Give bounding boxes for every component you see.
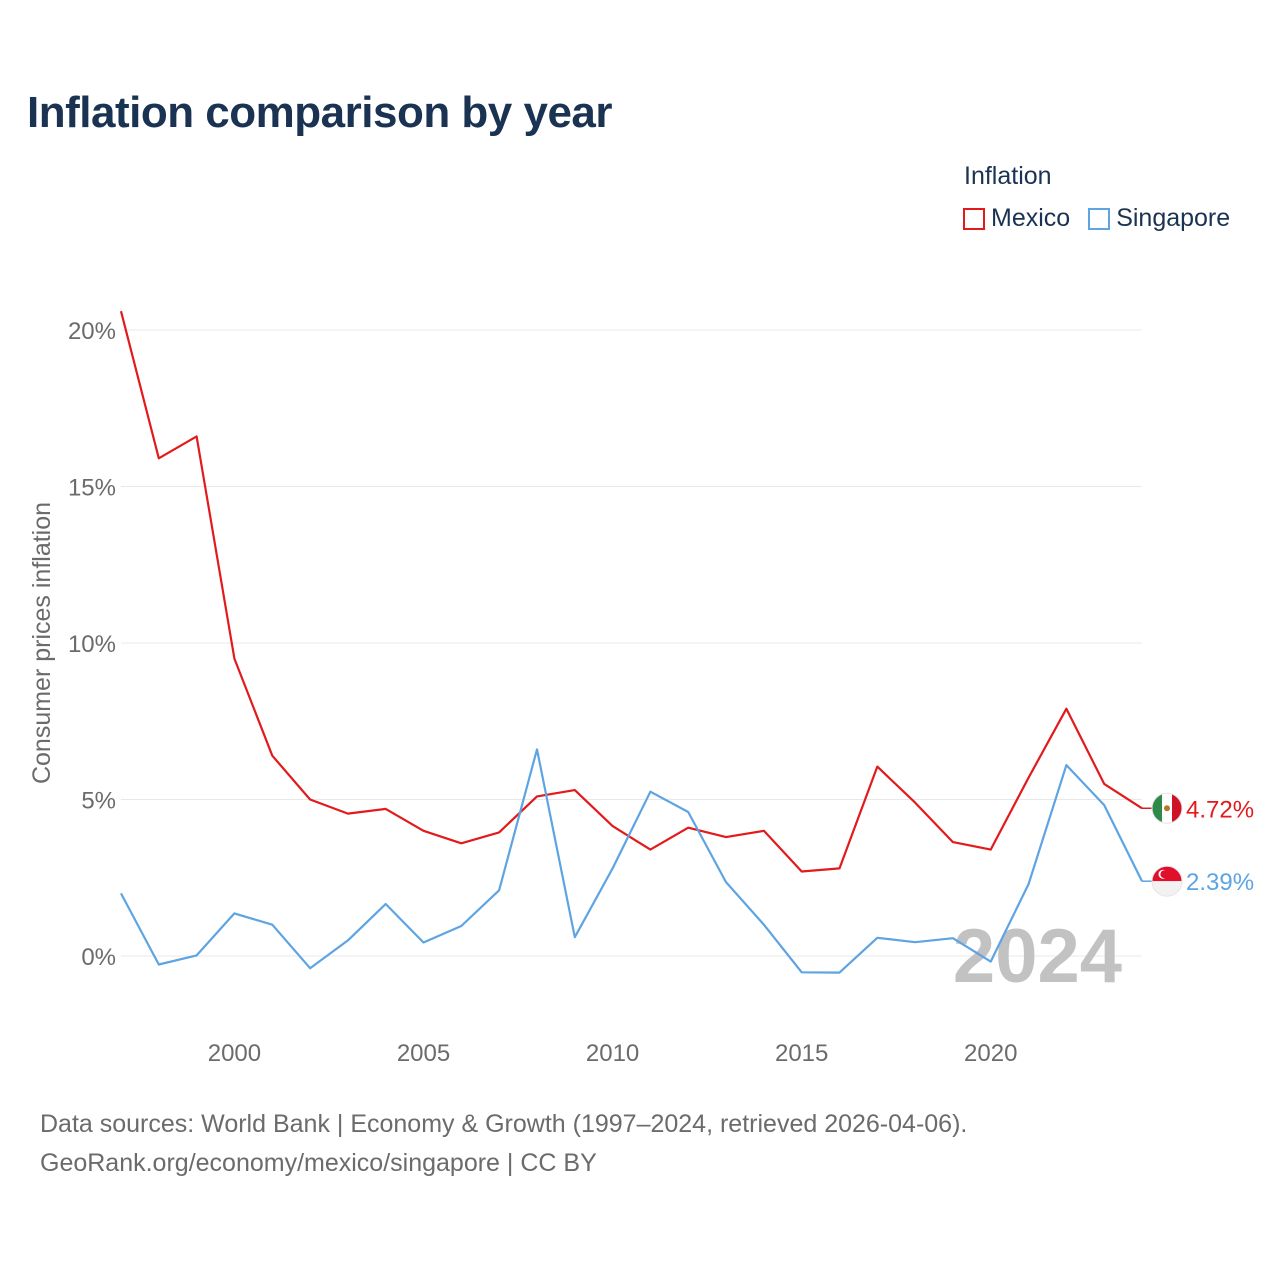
y-tick-label: 20%	[68, 318, 116, 345]
legend-swatch-mexico	[963, 207, 985, 230]
axis-layer: 0% 5% 10% 15% 20% 2000 2005 2010 2015 2020	[68, 318, 1017, 1067]
x-tick-label: 2010	[586, 1040, 639, 1067]
legend: Mexico Singapore	[963, 204, 1248, 233]
series-layer	[119, 310, 1143, 974]
x-tick-label: 2005	[397, 1040, 450, 1067]
flag-icon-singapore	[1151, 865, 1183, 897]
y-tick-label: 5%	[81, 788, 116, 815]
legend-title: Inflation	[964, 162, 1052, 190]
source-line-2: GeoRank.org/economy/mexico/singapore | C…	[40, 1149, 597, 1177]
year-watermark: 2024	[953, 914, 1122, 999]
legend-swatch-singapore	[1088, 207, 1111, 230]
source-note: Data sources: World Bank | Economy & Gro…	[40, 1105, 967, 1183]
x-tick-label: 2015	[775, 1040, 828, 1067]
end-value-label-mexico: 4.72%	[1186, 796, 1254, 823]
y-tick-label: 10%	[68, 631, 116, 658]
chart-title: Inflation comparison by year	[27, 88, 613, 137]
y-axis-label: Consumer prices inflation	[28, 502, 56, 784]
source-line-1: Data sources: World Bank | Economy & Gro…	[40, 1110, 968, 1138]
x-tick-label: 2000	[208, 1040, 261, 1067]
x-tick-label: 2020	[964, 1040, 1017, 1067]
end-value-label-singapore: 2.39%	[1186, 869, 1254, 896]
series-line-singapore[interactable]	[120, 748, 1143, 974]
y-tick-label: 0%	[81, 944, 116, 971]
grid-layer	[121, 329, 1142, 957]
legend-label-mexico: Mexico	[991, 204, 1071, 232]
y-tick-label: 15%	[68, 475, 116, 502]
series-line-mexico[interactable]	[119, 310, 1143, 873]
end-label-layer: 4.72% 2.39%	[1142, 792, 1254, 897]
legend-item-singapore[interactable]: Singapore	[1088, 204, 1230, 233]
legend-label-singapore: Singapore	[1116, 204, 1231, 232]
legend-item-mexico[interactable]: Mexico	[963, 204, 1070, 233]
flag-icon-mexico	[1151, 792, 1183, 824]
